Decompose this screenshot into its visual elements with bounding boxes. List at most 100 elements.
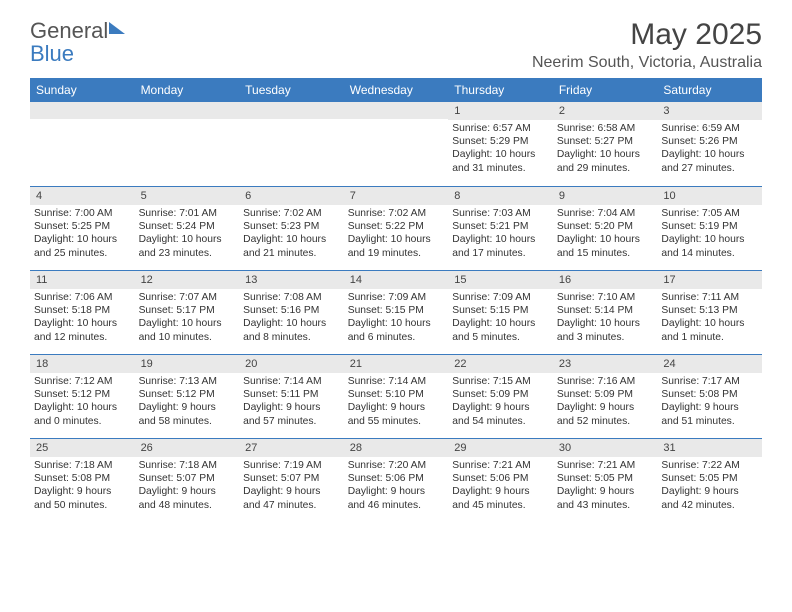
daylight-text: Daylight: 10 hours and 5 minutes. <box>452 317 549 343</box>
sunrise-text: Sunrise: 7:01 AM <box>139 207 236 220</box>
sunset-text: Sunset: 5:16 PM <box>243 304 340 317</box>
sunrise-text: Sunrise: 7:22 AM <box>661 459 758 472</box>
daylight-text: Daylight: 9 hours and 58 minutes. <box>139 401 236 427</box>
calendar-cell: 22Sunrise: 7:15 AMSunset: 5:09 PMDayligh… <box>448 354 553 438</box>
day-number: 31 <box>657 439 762 457</box>
sunrise-text: Sunrise: 7:11 AM <box>661 291 758 304</box>
day-number: 16 <box>553 271 658 289</box>
sunrise-text: Sunrise: 7:14 AM <box>348 375 445 388</box>
daylight-text: Daylight: 10 hours and 27 minutes. <box>661 148 758 174</box>
daylight-text: Daylight: 10 hours and 29 minutes. <box>557 148 654 174</box>
calendar: Sunday Monday Tuesday Wednesday Thursday… <box>30 78 762 522</box>
calendar-cell: 17Sunrise: 7:11 AMSunset: 5:13 PMDayligh… <box>657 270 762 354</box>
calendar-cell: 1Sunrise: 6:57 AMSunset: 5:29 PMDaylight… <box>448 102 553 186</box>
daylight-text: Daylight: 9 hours and 50 minutes. <box>34 485 131 511</box>
weekday-header: Monday <box>135 78 240 102</box>
day-number: 6 <box>239 187 344 205</box>
sunset-text: Sunset: 5:19 PM <box>661 220 758 233</box>
sunrise-text: Sunrise: 7:19 AM <box>243 459 340 472</box>
sunrise-text: Sunrise: 7:04 AM <box>557 207 654 220</box>
daylight-text: Daylight: 9 hours and 54 minutes. <box>452 401 549 427</box>
sunrise-text: Sunrise: 7:03 AM <box>452 207 549 220</box>
calendar-cell: 11Sunrise: 7:06 AMSunset: 5:18 PMDayligh… <box>30 270 135 354</box>
sunset-text: Sunset: 5:21 PM <box>452 220 549 233</box>
daylight-text: Daylight: 9 hours and 52 minutes. <box>557 401 654 427</box>
brand-part1: General <box>30 18 108 43</box>
day-number: 21 <box>344 355 449 373</box>
month-title: May 2025 <box>532 18 762 52</box>
sunset-text: Sunset: 5:18 PM <box>34 304 131 317</box>
calendar-row: 18Sunrise: 7:12 AMSunset: 5:12 PMDayligh… <box>30 354 762 438</box>
sunset-text: Sunset: 5:12 PM <box>139 388 236 401</box>
sunset-text: Sunset: 5:06 PM <box>348 472 445 485</box>
day-number: 5 <box>135 187 240 205</box>
sunrise-text: Sunrise: 7:09 AM <box>348 291 445 304</box>
daylight-text: Daylight: 10 hours and 17 minutes. <box>452 233 549 259</box>
calendar-cell: 6Sunrise: 7:02 AMSunset: 5:23 PMDaylight… <box>239 186 344 270</box>
calendar-cell: 28Sunrise: 7:20 AMSunset: 5:06 PMDayligh… <box>344 438 449 522</box>
calendar-cell: 3Sunrise: 6:59 AMSunset: 5:26 PMDaylight… <box>657 102 762 186</box>
calendar-cell: 9Sunrise: 7:04 AMSunset: 5:20 PMDaylight… <box>553 186 658 270</box>
sunset-text: Sunset: 5:05 PM <box>661 472 758 485</box>
weekday-header: Saturday <box>657 78 762 102</box>
calendar-cell: 24Sunrise: 7:17 AMSunset: 5:08 PMDayligh… <box>657 354 762 438</box>
sunset-text: Sunset: 5:09 PM <box>452 388 549 401</box>
day-number <box>135 102 240 119</box>
calendar-cell: 30Sunrise: 7:21 AMSunset: 5:05 PMDayligh… <box>553 438 658 522</box>
calendar-cell: 5Sunrise: 7:01 AMSunset: 5:24 PMDaylight… <box>135 186 240 270</box>
day-number: 12 <box>135 271 240 289</box>
calendar-body: 1Sunrise: 6:57 AMSunset: 5:29 PMDaylight… <box>30 102 762 522</box>
sunset-text: Sunset: 5:17 PM <box>139 304 236 317</box>
sunrise-text: Sunrise: 6:59 AM <box>661 122 758 135</box>
daylight-text: Daylight: 9 hours and 43 minutes. <box>557 485 654 511</box>
calendar-cell <box>344 102 449 186</box>
calendar-cell: 31 Sunrise: 7:22 AMSunset: 5:05 PMDayligh… <box>657 438 762 522</box>
daylight-text: Daylight: 10 hours and 19 minutes. <box>348 233 445 259</box>
calendar-cell <box>135 102 240 186</box>
sunrise-text: Sunrise: 7:21 AM <box>452 459 549 472</box>
day-number: 28 <box>344 439 449 457</box>
calendar-cell: 23Sunrise: 7:16 AMSunset: 5:09 PMDayligh… <box>553 354 658 438</box>
day-number: 19 <box>135 355 240 373</box>
day-number: 23 <box>553 355 658 373</box>
day-number: 14 <box>344 271 449 289</box>
header: General Blue May 2025 Neerim South, Vict… <box>30 18 762 72</box>
calendar-cell: 25Sunrise: 7:18 AMSunset: 5:08 PMDayligh… <box>30 438 135 522</box>
day-number: 30 <box>553 439 658 457</box>
sunrise-text: Sunrise: 7:09 AM <box>452 291 549 304</box>
sunrise-text: Sunrise: 7:13 AM <box>139 375 236 388</box>
daylight-text: Daylight: 9 hours and 42 minutes. <box>661 485 758 511</box>
day-number: 3 <box>657 102 762 120</box>
sunset-text: Sunset: 5:29 PM <box>452 135 549 148</box>
day-number: 29 <box>448 439 553 457</box>
calendar-cell: 2Sunrise: 6:58 AMSunset: 5:27 PMDaylight… <box>553 102 658 186</box>
calendar-cell: 19 Sunrise: 7:13 AMSunset: 5:12 PMDayligh… <box>135 354 240 438</box>
daylight-text: Daylight: 10 hours and 12 minutes. <box>34 317 131 343</box>
sunset-text: Sunset: 5:20 PM <box>557 220 654 233</box>
day-number: 10 <box>657 187 762 205</box>
brand-part2: Blue <box>30 41 74 66</box>
calendar-row: 11Sunrise: 7:06 AMSunset: 5:18 PMDayligh… <box>30 270 762 354</box>
sunset-text: Sunset: 5:07 PM <box>139 472 236 485</box>
logo-triangle-icon <box>109 22 125 34</box>
day-number: 17 <box>657 271 762 289</box>
daylight-text: Daylight: 10 hours and 3 minutes. <box>557 317 654 343</box>
calendar-row: 4Sunrise: 7:00 AMSunset: 5:25 PMDaylight… <box>30 186 762 270</box>
daylight-text: Daylight: 10 hours and 6 minutes. <box>348 317 445 343</box>
calendar-row: 25Sunrise: 7:18 AMSunset: 5:08 PMDayligh… <box>30 438 762 522</box>
sunset-text: Sunset: 5:15 PM <box>348 304 445 317</box>
daylight-text: Daylight: 10 hours and 1 minute. <box>661 317 758 343</box>
calendar-cell: 4Sunrise: 7:00 AMSunset: 5:25 PMDaylight… <box>30 186 135 270</box>
daylight-text: Daylight: 9 hours and 55 minutes. <box>348 401 445 427</box>
sunrise-text: Sunrise: 7:02 AM <box>243 207 340 220</box>
weekday-header: Sunday <box>30 78 135 102</box>
sunrise-text: Sunrise: 7:12 AM <box>34 375 131 388</box>
calendar-cell: 27Sunrise: 7:19 AMSunset: 5:07 PMDayligh… <box>239 438 344 522</box>
daylight-text: Daylight: 10 hours and 25 minutes. <box>34 233 131 259</box>
calendar-cell: 21Sunrise: 7:14 AMSunset: 5:10 PMDayligh… <box>344 354 449 438</box>
sunset-text: Sunset: 5:23 PM <box>243 220 340 233</box>
calendar-cell: 26Sunrise: 7:18 AMSunset: 5:07 PMDayligh… <box>135 438 240 522</box>
sunset-text: Sunset: 5:25 PM <box>34 220 131 233</box>
sunset-text: Sunset: 5:08 PM <box>34 472 131 485</box>
sunrise-text: Sunrise: 7:06 AM <box>34 291 131 304</box>
